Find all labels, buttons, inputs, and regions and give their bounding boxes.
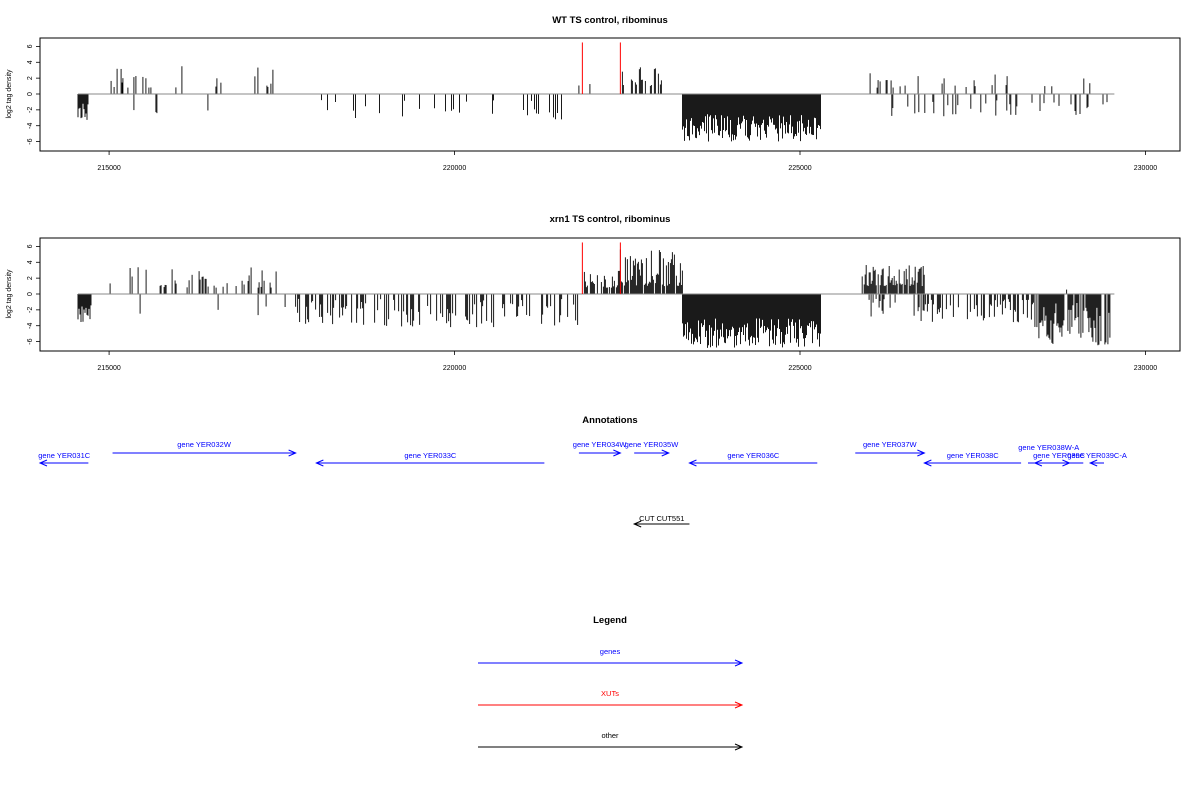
legend-label: other <box>601 731 619 740</box>
x-tick-label: 230000 <box>1134 165 1157 172</box>
panel-1-frame <box>39 37 1181 152</box>
feature-label: gene YER039C <box>1033 451 1086 460</box>
panel-2-ylabel: log2 tag density <box>6 269 13 319</box>
legend-arrowhead <box>734 701 744 709</box>
panel-1-ylabel: log2 tag density <box>6 69 13 119</box>
panel-2-x-axis: 215000 220000 225000 230000 <box>97 351 1157 372</box>
y-tick-label: 4 <box>27 260 34 264</box>
x-tick-label: 225000 <box>788 165 811 172</box>
x-tick-label: 225000 <box>788 365 811 372</box>
x-tick-label: 220000 <box>443 165 466 172</box>
feature-arrowhead <box>661 449 670 457</box>
legend-items: genes XUTs other <box>478 647 744 751</box>
panel-2-title: xrn1 TS control, ribominus <box>550 214 671 225</box>
y-tick-label: -4 <box>27 123 34 129</box>
x-tick-label: 230000 <box>1134 365 1157 372</box>
legend: Legend genes XUTs other <box>478 615 744 751</box>
panel-1-y-axis: -6 -4 -2 0 2 4 6 <box>27 44 40 145</box>
feature-label: gene YER031C <box>38 451 91 460</box>
panel-1-markers <box>581 42 621 94</box>
y-tick-label: 4 <box>27 60 34 64</box>
feature-label: gene YER038C <box>947 451 1000 460</box>
feature-arrowhead <box>1088 459 1098 467</box>
y-tick-label: -4 <box>27 323 34 329</box>
y-tick-label: 2 <box>27 276 34 280</box>
feature-arrowhead <box>288 449 297 457</box>
feature-arrowhead <box>613 449 622 457</box>
panel-1-x-axis: 215000 220000 225000 230000 <box>97 151 1157 172</box>
feature-label: gene YER036C <box>727 451 780 460</box>
y-tick-label: -2 <box>27 307 34 313</box>
y-tick-label: 6 <box>27 244 34 248</box>
legend-arrowhead <box>734 743 744 751</box>
feature-label: gene YER038W-A <box>1018 443 1079 452</box>
y-tick-label: -2 <box>27 107 34 113</box>
feature-arrowhead <box>38 459 48 467</box>
feature-label: CUT CUT551 <box>639 514 684 523</box>
y-tick-label: 0 <box>27 292 34 296</box>
x-tick-label: 215000 <box>97 165 120 172</box>
y-tick-label: 2 <box>27 76 34 80</box>
annotation-features: gene YER031C gene YER032W gene YER033C gene… <box>38 440 1127 528</box>
feature-label: gene YER034W <box>573 440 628 449</box>
y-tick-label: -6 <box>27 338 34 344</box>
panel-2-bars <box>77 249 1115 348</box>
feature-arrowhead <box>1033 459 1043 467</box>
panel-2-frame <box>39 237 1181 352</box>
feature-label: gene YER032W <box>177 440 232 449</box>
feature-label: gene YER035W <box>625 440 680 449</box>
y-tick-label: -6 <box>27 138 34 144</box>
legend-label: genes <box>600 647 621 656</box>
x-tick-label: 215000 <box>97 365 120 372</box>
panel-xrn1: xrn1 TS control, ribominus log2 tag dens… <box>6 214 1181 372</box>
legend-label: XUTs <box>601 689 619 698</box>
feature-arrowhead <box>688 459 697 467</box>
panel-2-y-axis: -6 -4 -2 0 2 4 6 <box>27 244 40 345</box>
feature-label: gene YER037W <box>863 440 918 449</box>
legend-arrowhead <box>734 659 744 667</box>
feature-arrowhead <box>923 459 932 467</box>
y-tick-label: 6 <box>27 44 34 48</box>
x-tick-label: 220000 <box>443 365 466 372</box>
feature-arrowhead <box>917 449 926 457</box>
panel-1-title: WT TS control, ribominus <box>552 15 668 26</box>
y-tick-label: 0 <box>27 92 34 96</box>
feature-arrowhead <box>632 520 642 528</box>
feature-arrowhead <box>315 459 324 467</box>
panel-1-bars <box>77 66 1115 142</box>
legend-title: Legend <box>593 615 627 626</box>
panel-2-markers <box>581 242 621 294</box>
annotations-title: Annotations <box>582 415 637 426</box>
panel-wt: WT TS control, ribominus log2 tag densit… <box>6 15 1181 172</box>
feature-label: gene YER033C <box>404 451 457 460</box>
feature-label: gene YER039C-A <box>1067 451 1126 460</box>
